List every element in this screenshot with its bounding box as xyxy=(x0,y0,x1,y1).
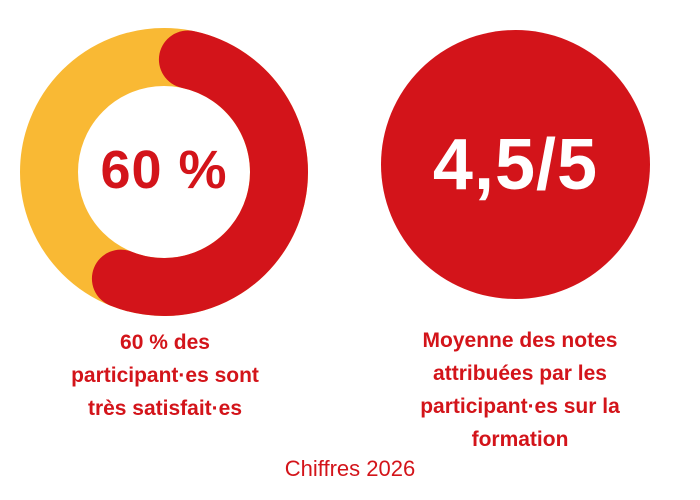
satisfaction-caption: 60 % des participant·es sont très satisf… xyxy=(40,326,290,425)
donut-slice-satisfied xyxy=(91,30,308,316)
caption-line: très satisfait·es xyxy=(87,397,243,420)
caption-line: Moyenne des notes xyxy=(422,329,618,352)
caption-line: formation xyxy=(471,428,569,451)
satisfaction-donut-chart xyxy=(20,28,308,316)
rating-circle xyxy=(381,30,650,299)
footer-note: Chiffres 2026 xyxy=(284,456,416,481)
caption-line: participant·es sont xyxy=(71,364,259,387)
caption-line: participant·es sur la xyxy=(420,395,620,418)
rating-value: 4,5/5 xyxy=(432,125,599,205)
donut-center-value: 60 % xyxy=(100,140,228,200)
caption-line: attribuées par les xyxy=(433,362,607,385)
caption-line: 60 % des xyxy=(120,331,210,354)
rating-caption: Moyenne des notes attribuées par les par… xyxy=(385,324,655,456)
